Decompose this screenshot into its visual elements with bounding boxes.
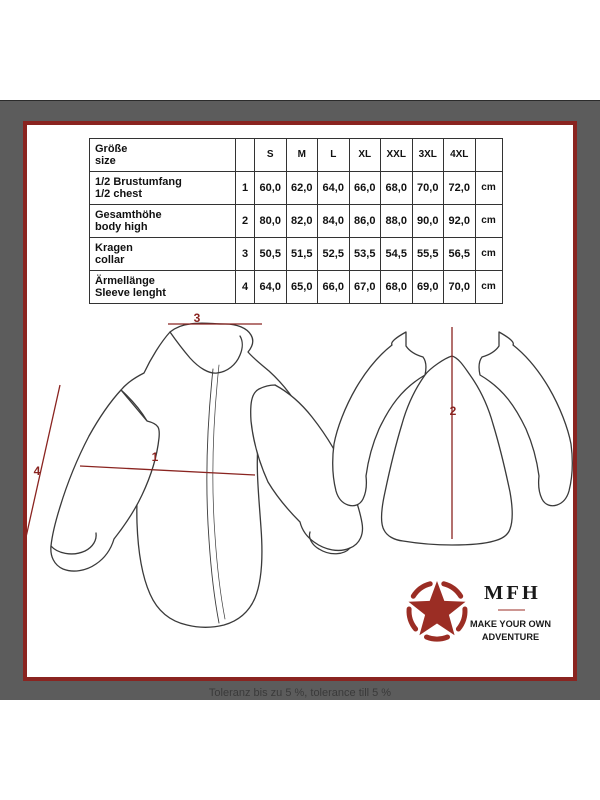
svg-text:MAKE YOUR OWN: MAKE YOUR OWN (470, 619, 551, 629)
svg-text:2: 2 (450, 404, 457, 418)
svg-text:1: 1 (152, 450, 159, 464)
svg-text:3: 3 (194, 311, 201, 325)
svg-text:MFH: MFH (484, 582, 541, 604)
svg-text:ADVENTURE: ADVENTURE (482, 632, 539, 642)
svg-text:4: 4 (34, 464, 41, 478)
